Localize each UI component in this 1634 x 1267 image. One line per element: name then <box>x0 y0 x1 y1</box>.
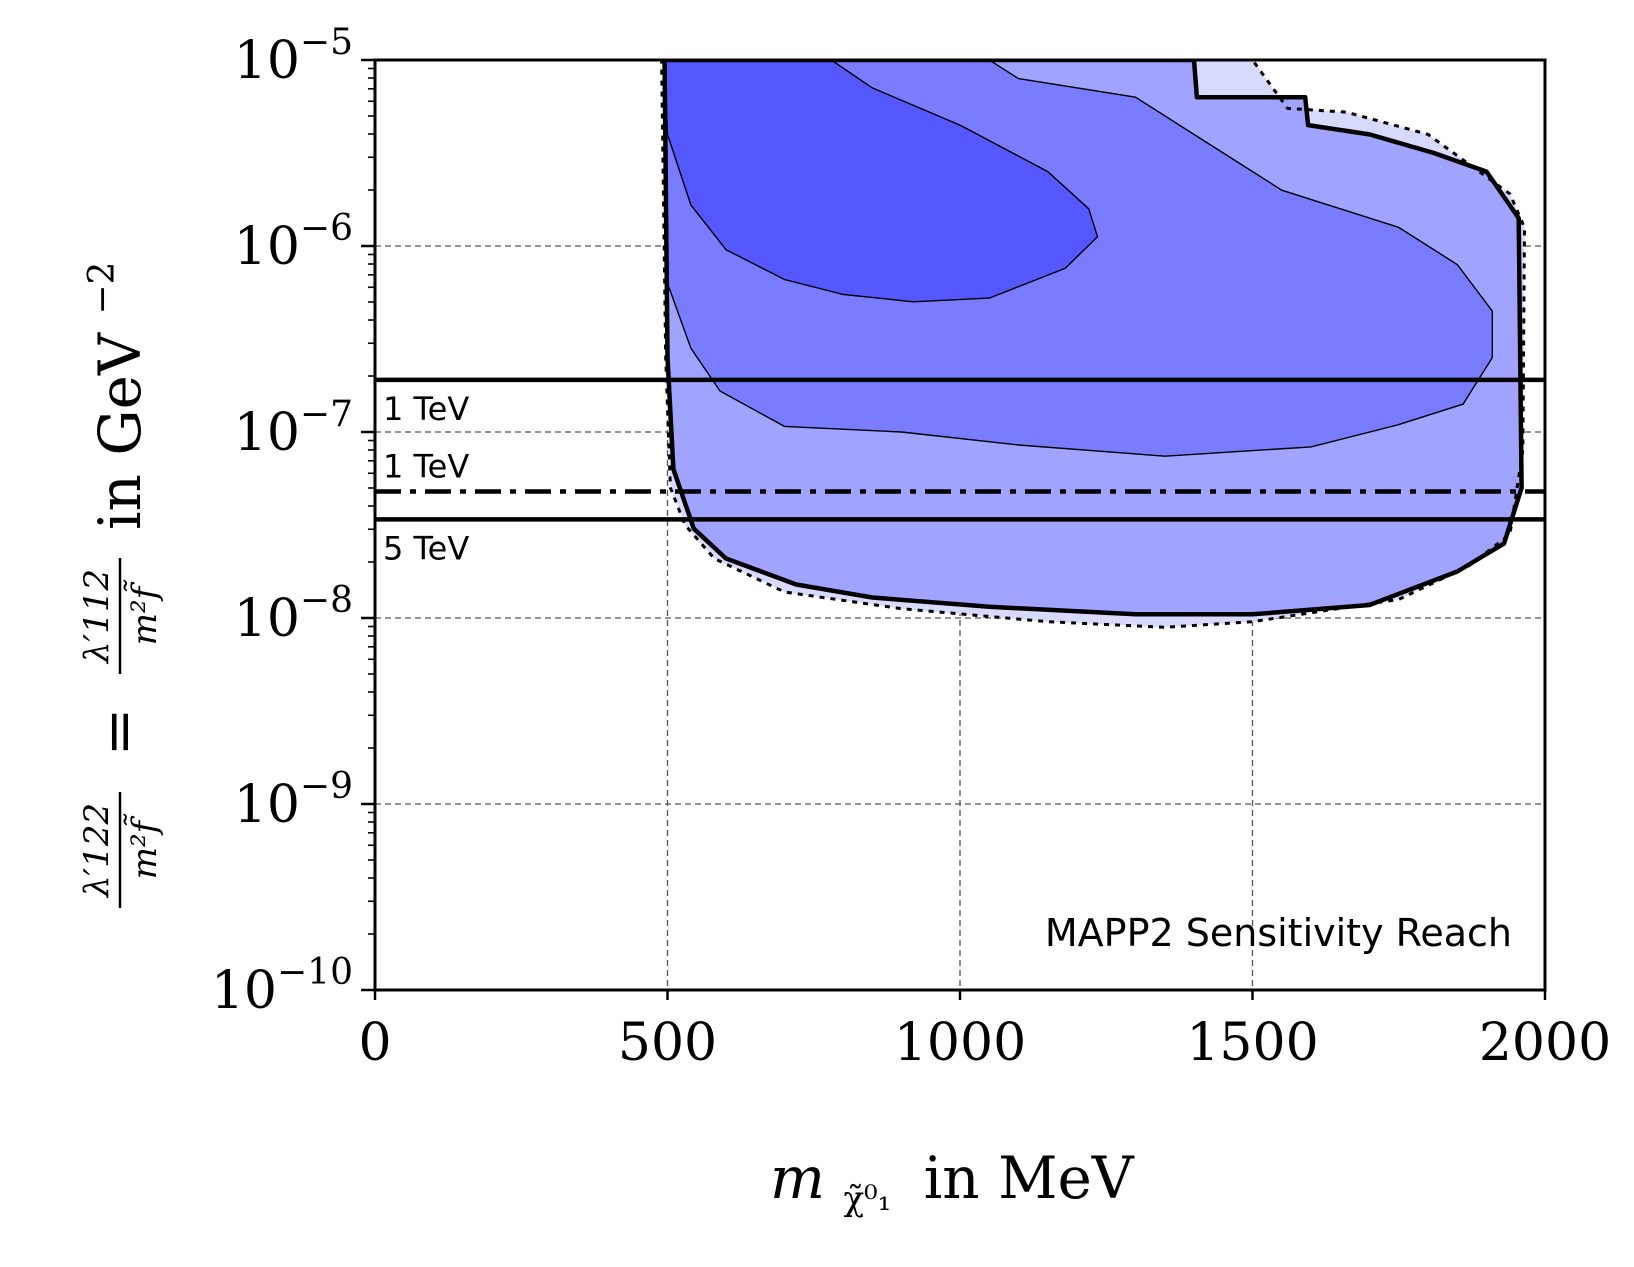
x-axis-subscript: χ̃⁰₁ <box>843 1179 891 1219</box>
y-tick-label: 10−10 <box>211 952 353 1021</box>
y-unit-exp: −2 <box>82 262 123 315</box>
y-num-a: λ′122 <box>77 803 117 899</box>
x-tick-label: 2000 <box>1479 1013 1611 1073</box>
y-tick-base: 10 <box>234 403 300 463</box>
y-tick-base: 10 <box>234 31 300 91</box>
boundary-dotted <box>660 60 1527 629</box>
y-tick-exp: −10 <box>277 952 353 993</box>
region-region-3 <box>663 60 1099 303</box>
y-unit: in GeV −2 <box>82 262 154 530</box>
boundaries <box>660 60 1527 629</box>
x-tick-label: 0 <box>358 1013 391 1073</box>
y-tick-exp: −7 <box>300 394 353 435</box>
y-tick-label: 10−7 <box>234 394 353 463</box>
x-tick-labels: 0 500 1000 1500 2000 <box>358 1013 1611 1073</box>
y-tick-exp: −5 <box>300 22 353 63</box>
y-tick-base: 10 <box>211 961 277 1021</box>
y-den-a: m²f̃ <box>124 813 165 880</box>
y-eq: = <box>84 708 152 757</box>
y-unit-base: in GeV <box>86 332 154 530</box>
sensitivity-regions <box>661 60 1525 628</box>
x-axis-title: m χ̃⁰₁ in MeV <box>770 1144 1135 1224</box>
y-tick-labels: 10−510−610−710−810−910−10 <box>211 22 353 1021</box>
y-den-b: m²f̃ <box>124 579 165 646</box>
boundary-solid <box>662 60 1524 617</box>
reference-lines: 1 TeV 1 TeV 5 TeV <box>375 377 1545 567</box>
annotation: MAPP2 Sensitivity Reach <box>1045 911 1512 955</box>
y-num-b: λ′112 <box>77 569 117 665</box>
x-tick-label: 1000 <box>894 1013 1026 1073</box>
hline-label-1-tev-solid: 1 TeV <box>383 390 469 428</box>
y-tick-label: 10−9 <box>234 766 353 835</box>
y-axis-title: λ′122 m²f̃ = λ′112 m²f̃ in GeV −2 <box>77 262 165 908</box>
y-tick-base: 10 <box>234 217 300 277</box>
y-tick-exp: −9 <box>300 766 353 807</box>
x-tick-label: 500 <box>618 1013 717 1073</box>
y-tick-base: 10 <box>234 775 300 835</box>
hline-label-5-tev-solid: 5 TeV <box>383 529 469 567</box>
y-tick-exp: −6 <box>300 208 353 249</box>
y-tick-base: 10 <box>234 589 300 649</box>
x-tick-label: 1500 <box>1186 1013 1318 1073</box>
x-axis-symbol: m <box>770 1144 825 1212</box>
y-tick-label: 10−8 <box>234 580 353 649</box>
y-tick-label: 10−6 <box>234 208 353 277</box>
axis-ticks <box>361 58 1547 1000</box>
hline-label-1-tev-dashdot: 1 TeV <box>383 448 469 486</box>
y-tick-label: 10−5 <box>234 22 353 91</box>
y-tick-exp: −8 <box>300 580 353 621</box>
x-axis-suffix: in MeV <box>924 1144 1135 1212</box>
